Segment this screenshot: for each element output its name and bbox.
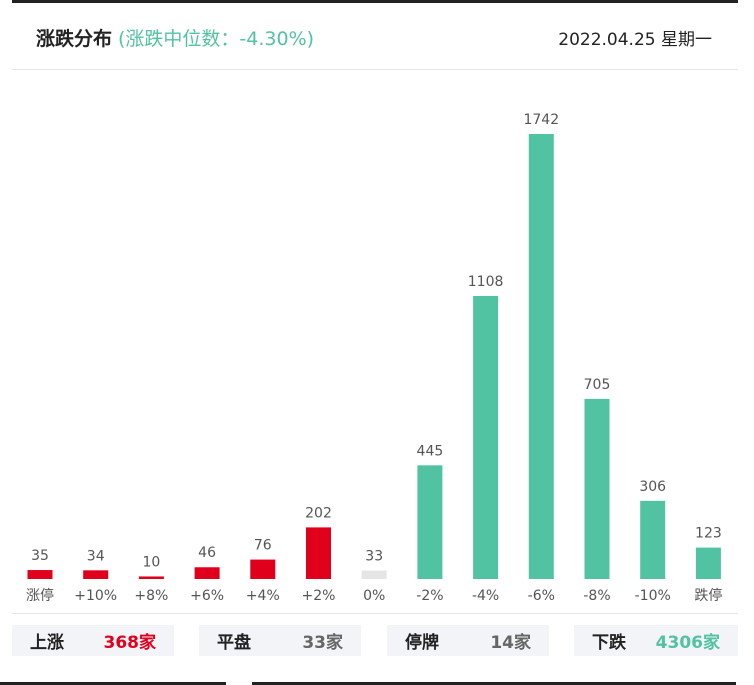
bottom-border-left xyxy=(0,682,226,685)
stat-down: 下跌 4306家 xyxy=(574,625,738,656)
x-tick-label: +6% xyxy=(190,588,224,604)
chart-title: 涨跌分布 xyxy=(36,28,113,50)
x-tick-label: 跌停 xyxy=(694,587,722,604)
data-label: 76 xyxy=(254,538,272,554)
bar xyxy=(194,567,220,579)
bar xyxy=(528,134,554,579)
stat-label: 下跌 xyxy=(592,633,626,653)
stat-value: 368家 xyxy=(103,633,157,653)
x-tick-label: +2% xyxy=(302,588,336,604)
data-label: 306 xyxy=(639,479,666,495)
median-change: (涨跌中位数：-4.30%) xyxy=(118,28,315,50)
bar xyxy=(250,559,276,579)
x-tick-label: -2% xyxy=(416,588,443,604)
data-label: 1742 xyxy=(523,112,559,128)
top-border xyxy=(12,0,738,3)
x-tick-label: +8% xyxy=(134,588,168,604)
bar xyxy=(83,570,109,579)
bar xyxy=(584,398,610,579)
date-label: 2022.04.25 星期一 xyxy=(558,30,712,50)
x-tick-label: 0% xyxy=(363,588,385,604)
bar xyxy=(695,547,721,579)
bar xyxy=(473,295,499,579)
stat-label: 上涨 xyxy=(30,633,64,653)
stat-flat: 平盘 33家 xyxy=(199,625,361,656)
stat-label: 平盘 xyxy=(217,633,251,653)
stat-up: 上涨 368家 xyxy=(12,625,174,656)
bar xyxy=(640,500,666,579)
chart-divider xyxy=(12,613,738,614)
data-label: 33 xyxy=(365,549,383,565)
distribution-chart: 35 涨停 34 +10% 10 +8% 46 +6% 76 +4% 202 +2% 33 0% 445 -2… xyxy=(26,112,722,604)
x-tick-label: -10% xyxy=(635,588,671,604)
stat-label: 停牌 xyxy=(405,633,439,653)
chart-header: 涨跌分布 (涨跌中位数：-4.30%) xyxy=(36,24,314,51)
stat-value: 14家 xyxy=(490,633,531,653)
data-label: 202 xyxy=(305,505,332,521)
stat-value: 4306家 xyxy=(655,633,720,653)
bar xyxy=(138,576,164,579)
data-label: 705 xyxy=(584,377,611,393)
x-tick-label: -4% xyxy=(472,588,499,604)
x-tick-label: -6% xyxy=(528,588,555,604)
data-label: 35 xyxy=(31,548,49,564)
data-label: 10 xyxy=(142,554,160,570)
bar xyxy=(306,527,331,579)
data-label: 123 xyxy=(695,526,722,542)
stat-value: 33家 xyxy=(302,633,343,653)
x-tick-label: +4% xyxy=(246,588,280,604)
bar xyxy=(417,465,443,579)
data-label: 1108 xyxy=(468,274,504,290)
x-tick-label: 涨停 xyxy=(26,587,54,604)
data-label: 445 xyxy=(417,443,444,459)
header-divider xyxy=(12,69,738,70)
bar xyxy=(361,570,387,579)
bottom-border-right xyxy=(252,682,736,685)
stat-suspended: 停牌 14家 xyxy=(387,625,549,656)
x-tick-label: +10% xyxy=(74,588,117,604)
bar xyxy=(27,570,53,579)
x-tick-label: -8% xyxy=(583,588,610,604)
data-label: 34 xyxy=(87,548,105,564)
data-label: 46 xyxy=(198,545,216,561)
